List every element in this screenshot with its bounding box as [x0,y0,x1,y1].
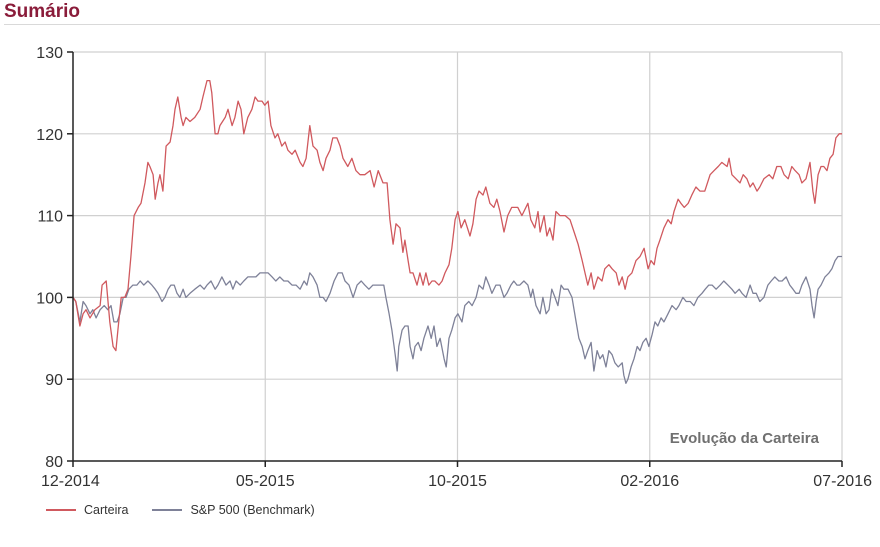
x-tick-label: 02-2016 [620,473,679,490]
y-tick-label: 130 [36,45,63,62]
legend-swatch-carteira [46,509,76,511]
chart-title: Evolução da Carteira [670,430,820,447]
chart-legend: Carteira S&P 500 (Benchmark) [46,503,339,517]
legend-item-carteira[interactable]: Carteira [46,503,128,517]
y-tick-label: 100 [36,290,63,307]
x-tick-label: 10-2015 [428,473,487,490]
series-line-carteira [72,79,842,352]
heading-divider [4,24,880,25]
y-tick-label: 80 [45,454,63,471]
y-tick-label: 90 [45,372,63,389]
y-tick-label: 110 [37,209,63,226]
series-line-sp500 [72,255,842,384]
page-heading: Sumário [4,1,81,22]
legend-swatch-sp500 [152,509,183,511]
x-tick-label: 07-2016 [813,473,872,490]
x-tick-label: 05-2015 [236,473,295,490]
y-tick-label: 120 [36,127,63,144]
legend-label-sp500: S&P 500 (Benchmark) [190,503,315,517]
series-lines [72,79,842,384]
axes: 80 90 100 110 120 130 12-2014 05-2015 10-2015 02-… [36,45,872,490]
line-chart: 80 90 100 110 120 130 12-2014 05-2015 10-2015 02-… [36,45,872,490]
x-tick-label: 12-2014 [41,473,100,490]
gridlines [73,51,843,461]
legend-item-sp500[interactable]: S&P 500 (Benchmark) [152,503,315,517]
legend-label-carteira: Carteira [84,503,129,517]
